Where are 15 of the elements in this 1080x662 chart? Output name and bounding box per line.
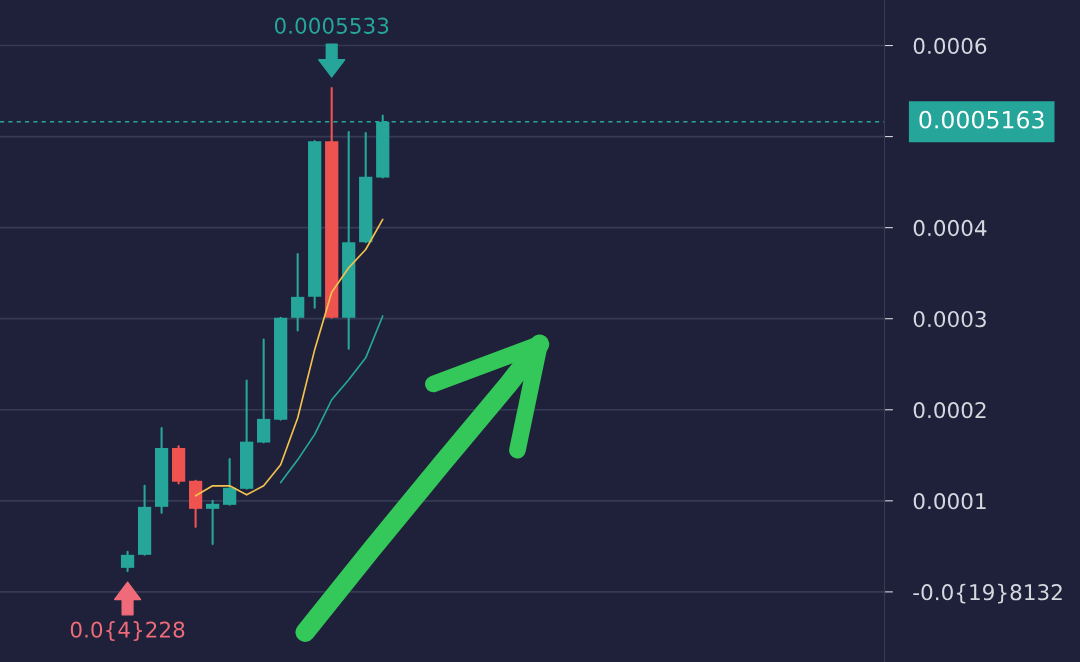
candlestick	[291, 253, 305, 332]
candlestick	[223, 457, 237, 506]
y-tick-label: 0.0003	[913, 310, 986, 328]
candlestick	[120, 550, 135, 573]
y-tick-label: 0.0002	[913, 401, 986, 419]
y-tick-label: 0.0001	[913, 493, 986, 510]
ref-line-label: 0.0005163	[919, 110, 1044, 129]
line-series	[279, 315, 384, 484]
candlestick	[205, 499, 220, 545]
y-tick-label: -0.0{19}8132	[913, 583, 1062, 604]
candlestick	[257, 338, 271, 444]
annotation: 0.0{4}228	[70, 621, 185, 641]
annotation: 0.0005533	[274, 17, 389, 34]
y-tick-label: 0.0004	[913, 219, 987, 237]
y-tick-label: 0.0006	[913, 37, 987, 55]
